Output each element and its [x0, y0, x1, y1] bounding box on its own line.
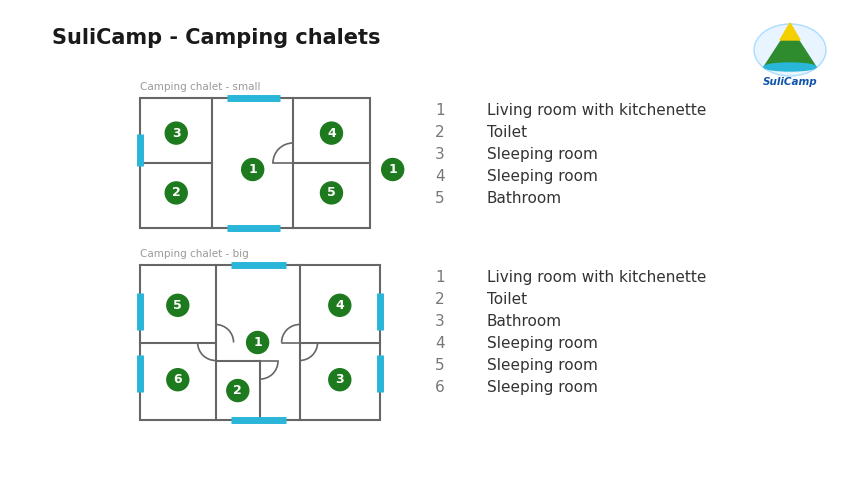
Text: 1: 1 [253, 336, 262, 349]
Bar [140, 265, 380, 420]
Text: Living room with kitchenette: Living room with kitchenette [487, 103, 706, 118]
Text: 2: 2 [172, 186, 180, 199]
Text: 6: 6 [173, 373, 182, 386]
Circle shape [165, 122, 187, 144]
Ellipse shape [754, 24, 826, 76]
Text: 3: 3 [435, 147, 445, 162]
Text: 1: 1 [248, 163, 257, 176]
Text: 5: 5 [435, 358, 445, 373]
Text: Bathroom: Bathroom [487, 314, 562, 329]
Text: 1: 1 [388, 163, 397, 176]
Bar [140, 98, 370, 228]
Text: 2: 2 [234, 384, 242, 397]
Text: 5: 5 [173, 299, 182, 312]
Text: 3: 3 [336, 373, 344, 386]
Circle shape [241, 159, 264, 181]
Circle shape [329, 294, 351, 316]
Text: Toilet: Toilet [487, 292, 527, 307]
Text: SuliCamp - Camping chalets: SuliCamp - Camping chalets [52, 28, 381, 48]
Text: 5: 5 [435, 191, 445, 206]
Text: Living room with kitchenette: Living room with kitchenette [487, 270, 706, 285]
Text: SuliCamp: SuliCamp [762, 77, 818, 87]
Text: 4: 4 [327, 127, 336, 140]
Circle shape [320, 182, 343, 204]
Text: 4: 4 [336, 299, 344, 312]
Text: 6: 6 [435, 380, 445, 395]
Text: 3: 3 [172, 127, 180, 140]
Polygon shape [780, 23, 800, 40]
Text: 3: 3 [435, 314, 445, 329]
Polygon shape [764, 27, 816, 67]
Text: Sleeping room: Sleeping room [487, 147, 598, 162]
Text: 5: 5 [327, 186, 336, 199]
Circle shape [167, 294, 189, 316]
Text: Camping chalet - big: Camping chalet - big [140, 249, 249, 259]
Text: Sleeping room: Sleeping room [487, 169, 598, 184]
Text: 4: 4 [435, 169, 445, 184]
Text: Bathroom: Bathroom [487, 191, 562, 206]
Circle shape [227, 380, 249, 402]
Text: 1: 1 [435, 103, 445, 118]
Text: Sleeping room: Sleeping room [487, 358, 598, 373]
Text: Camping chalet - small: Camping chalet - small [140, 82, 260, 92]
Circle shape [382, 159, 404, 181]
Circle shape [329, 369, 351, 391]
Text: Toilet: Toilet [487, 125, 527, 140]
Text: 2: 2 [435, 292, 445, 307]
Circle shape [165, 182, 187, 204]
Text: 2: 2 [435, 125, 445, 140]
Circle shape [320, 122, 343, 144]
Text: Sleeping room: Sleeping room [487, 380, 598, 395]
Ellipse shape [764, 63, 816, 71]
Text: Sleeping room: Sleeping room [487, 336, 598, 351]
Circle shape [167, 369, 189, 391]
Text: 1: 1 [435, 270, 445, 285]
Text: 4: 4 [435, 336, 445, 351]
Circle shape [246, 332, 269, 354]
